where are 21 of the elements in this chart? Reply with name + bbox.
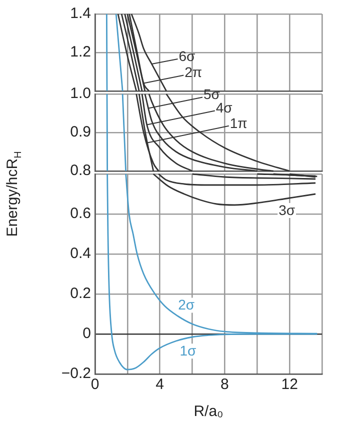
x-tick-label: 8 [220,376,229,394]
annotation: 6σ [178,48,196,64]
x-axis-title: R/a₀ [194,403,224,420]
y-tick-label: 0.8 [70,162,91,180]
annotation: 1π [230,114,248,131]
y-tick-label: 0.6 [70,205,91,222]
y-tick-label: 0.4 [70,245,91,262]
x-tick-label: 12 [281,376,298,394]
y-tick-label: 0.9 [70,124,91,141]
annotation: 4σ [216,100,233,116]
y-tick-label: −0.2 [61,365,91,382]
annotation: 1σ [180,342,196,358]
y-tick-label: 1.2 [70,44,91,61]
annotation: 2σ [178,296,195,313]
y-tick-label: 0.2 [70,285,91,302]
annotation: 2π [184,64,202,80]
x-tick-label: 4 [156,376,164,394]
annotation: 3σ [278,202,296,218]
y-tick-label: 1.4 [70,5,91,22]
y-tick-label: 0 [82,325,91,342]
y-tick-label: 1.0 [70,85,91,102]
